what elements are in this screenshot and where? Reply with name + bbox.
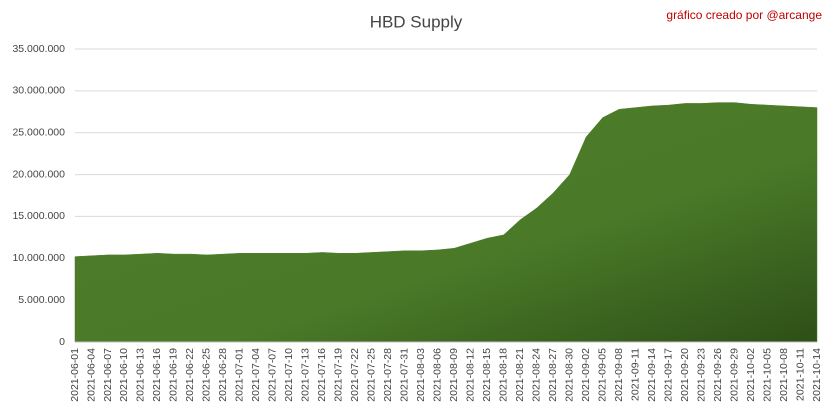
x-tick-label: 2021-08-27 (547, 348, 559, 402)
x-tick-label: 2021-10-02 (745, 348, 757, 402)
x-tick-label: 2021-09-17 (662, 348, 674, 402)
x-tick-label: 2021-08-18 (497, 348, 509, 402)
x-tick-label: 2021-08-15 (481, 348, 493, 402)
x-tick-label: 2021-09-20 (679, 348, 691, 402)
x-tick-label: 2021-08-21 (514, 348, 526, 402)
x-tick-label: 2021-10-08 (778, 348, 790, 402)
x-tick-label: 2021-06-10 (118, 348, 130, 402)
x-tick-label: 2021-06-19 (168, 348, 180, 402)
x-tick-label: 2021-08-30 (563, 348, 575, 402)
x-tick-label: 2021-06-07 (102, 348, 114, 402)
x-tick-label: 2021-07-22 (349, 348, 361, 402)
x-tick-label: 2021-08-09 (448, 348, 460, 402)
x-tick-label: 2021-06-22 (184, 348, 196, 402)
x-tick-label: 2021-07-10 (283, 348, 295, 402)
x-tick-label: 2021-09-29 (728, 348, 740, 402)
y-tick-label: 30.000.000 (12, 85, 65, 97)
y-tick-label: 35.000.000 (12, 43, 65, 55)
x-tick-label: 2021-07-28 (382, 348, 394, 402)
x-tick-label: 2021-07-07 (267, 348, 279, 402)
x-tick-label: 2021-07-01 (234, 348, 246, 402)
x-tick-label: 2021-09-02 (580, 348, 592, 402)
x-tick-label: 2021-07-19 (333, 348, 345, 402)
x-tick-label: 2021-07-16 (316, 348, 328, 402)
x-tick-label: 2021-07-13 (300, 348, 312, 402)
x-tick-label: 2021-09-14 (646, 348, 658, 402)
y-tick-label: 10.000.000 (12, 252, 65, 264)
y-tick-label: 20.000.000 (12, 168, 65, 180)
x-tick-label: 2021-08-24 (530, 348, 542, 402)
x-tick-label: 2021-07-31 (399, 348, 411, 402)
x-tick-label: 2021-08-03 (415, 348, 427, 402)
x-tick-label: 2021-06-16 (151, 348, 163, 402)
x-tick-label: 2021-08-06 (432, 348, 444, 402)
x-tick-label: 2021-10-14 (811, 348, 823, 402)
x-tick-label: 2021-09-26 (712, 348, 724, 402)
x-tick-label: 2021-06-13 (135, 348, 147, 402)
chart-title: HBD Supply (370, 12, 463, 31)
x-tick-label: 2021-06-28 (217, 348, 229, 402)
x-tick-label: 2021-09-05 (596, 348, 608, 402)
x-tick-label: 2021-06-04 (85, 348, 97, 402)
x-tick-label: 2021-07-25 (366, 348, 378, 402)
x-tick-label: 2021-09-08 (613, 348, 625, 402)
x-tick-label: 2021-10-11 (794, 348, 806, 401)
annotation: gráfico creado por @arcange (666, 8, 822, 22)
x-tick-label: 2021-07-04 (250, 348, 262, 402)
y-tick-label: 25.000.000 (12, 126, 65, 138)
x-tick-label: 2021-09-23 (695, 348, 707, 402)
y-tick-label: 0 (59, 336, 65, 348)
y-tick-label: 15.000.000 (12, 210, 65, 222)
y-tick-label: 5.000.000 (18, 294, 65, 306)
area (74, 102, 818, 343)
x-tick-label: 2021-06-01 (69, 348, 81, 402)
x-tick-label: 2021-09-11 (629, 348, 641, 401)
x-tick-label: 2021-06-25 (201, 348, 213, 402)
x-tick-label: 2021-08-12 (465, 348, 477, 402)
x-tick-label: 2021-10-05 (761, 348, 773, 402)
